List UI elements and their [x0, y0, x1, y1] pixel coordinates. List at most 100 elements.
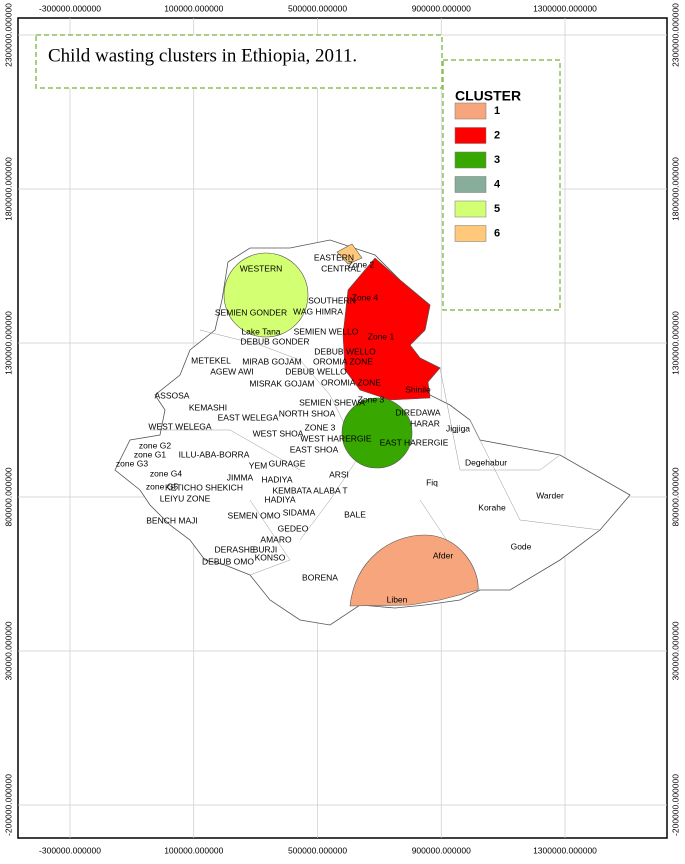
region-label: BENCH MAJI [146, 515, 197, 525]
y-tick-label: 300000.000000 [3, 621, 13, 680]
legend-label: 1 [494, 105, 500, 117]
region-label: zone G2 [139, 440, 171, 450]
y-tick-label: 2300000.000000 [670, 3, 680, 67]
cluster-area [336, 243, 363, 265]
y-tick-label: 1300000.000000 [670, 311, 680, 375]
legend-swatch [454, 127, 487, 144]
region-label: zone G3 [116, 458, 148, 468]
y-tick-label: 800000.000000 [670, 467, 680, 526]
region-label: BURJI [253, 544, 278, 554]
region-label: MISRAK GOJAM [249, 378, 314, 388]
legend-label: 3 [494, 154, 500, 166]
y-tick-label: 2300000.000000 [3, 3, 13, 67]
region-label: HARAR [410, 418, 440, 428]
region-label: BORENA [302, 572, 338, 582]
region-label: KONSO [255, 552, 286, 562]
region-label: METEKEL [191, 355, 231, 365]
region-label: SIDAMA [283, 507, 316, 517]
x-tick-label: 1300000.000000 [533, 845, 597, 855]
region-label: EASTERN [314, 252, 354, 262]
region-label: YEM [249, 460, 267, 470]
region-label: MIRAB GOJAM [242, 356, 302, 366]
x-tick-label: 1300000.000000 [533, 3, 597, 13]
legend-label: 4 [494, 178, 501, 190]
region-label: OROMIA ZONE [321, 377, 381, 387]
x-tick-label: -300000.000000 [39, 845, 101, 855]
region-label: DEBUB OMO [202, 556, 254, 566]
cluster-area [223, 252, 309, 338]
region-label: DEBUB GONDER [241, 336, 310, 346]
cluster-area [341, 397, 413, 469]
x-tick-label: 900000.000000 [412, 3, 471, 13]
region-label: LEIYU ZONE [160, 493, 211, 503]
cluster-area [349, 534, 479, 607]
cluster-area [342, 257, 441, 401]
region-label: ZONE 3 [305, 422, 336, 432]
y-tick-label: -200000.000000 [3, 774, 13, 836]
y-tick-label: 1800000.000000 [670, 157, 680, 221]
legend-label: 6 [494, 227, 500, 239]
region-label: SEMEN OMO [228, 510, 281, 520]
frame [17, 17, 668, 839]
y-tick-label: 1800000.000000 [3, 157, 13, 221]
x-tick-label: 100000.000000 [164, 3, 223, 13]
region-label: ASSOSA [155, 390, 190, 400]
region-label: AGEW AWI [210, 366, 254, 376]
region-label: Zone 3 [358, 394, 385, 404]
region-label: EAST WELEGA [218, 412, 279, 422]
legend-label: 2 [494, 129, 500, 141]
region-label: Shinile [405, 384, 431, 394]
zone-borders [150, 329, 601, 591]
region-label: Jigjiga [446, 423, 470, 433]
region-label: zone G1 [134, 449, 166, 459]
legend-swatch [454, 200, 487, 218]
region-label: WEST SHOA [253, 428, 304, 438]
region-label: EAST HARERGIE [380, 437, 449, 447]
region-label: SEMIEN WELLO [294, 326, 359, 336]
x-tick-label: -300000.000000 [39, 3, 101, 13]
region-label: Zone 1 [368, 331, 395, 341]
region-label: NORTH SHOA [279, 408, 336, 418]
x-tick-label: 500000.000000 [288, 845, 347, 855]
region-label: ILLU-ABA-BORRA [179, 449, 250, 459]
region-label: JIMMA [227, 472, 254, 482]
region-label: DEBUB WELLO [314, 346, 376, 356]
region-label: Zone 2 [348, 259, 375, 269]
region-label: ARSI [329, 469, 349, 479]
legend-swatch [454, 176, 487, 193]
region-label: AMARO [260, 534, 292, 544]
region-label: SEMIEN SHEWA [299, 397, 365, 407]
y-tick-label: 300000.000000 [670, 621, 680, 680]
region-label: Korahe [478, 502, 506, 512]
region-label: Afder [433, 550, 453, 560]
region-label: HADIYA [261, 474, 292, 484]
region-label: WEST WELEGA [148, 421, 211, 431]
region-label: BALE [344, 509, 366, 519]
region-label: WAG HIMRA [293, 306, 343, 316]
region-label: EAST SHOA [290, 444, 339, 454]
region-label: KETICHO SHEKICH [165, 482, 243, 492]
region-label: Fiq [426, 477, 438, 487]
region-label: HADIYA [264, 494, 295, 504]
title-box [35, 34, 443, 89]
map-title: Child wasting clusters in Ethiopia, 2011… [48, 45, 357, 66]
x-tick-label: 500000.000000 [288, 3, 347, 13]
region-label: Liben [387, 594, 408, 604]
region-label: GURAGE [269, 458, 306, 468]
legend-swatch [454, 151, 487, 169]
region-label: OROMIA ZONE [313, 356, 373, 366]
region-label: GEDEO [278, 523, 309, 533]
region-label: DEBUB WELLO [285, 366, 347, 376]
x-tick-label: 900000.000000 [412, 845, 471, 855]
region-label: SOUTHERN [308, 295, 356, 305]
region-label: Zone 4 [352, 292, 379, 302]
x-tick-label: 100000.000000 [164, 845, 223, 855]
region-label: Lake Tana [241, 326, 280, 336]
region-label: zone G4 [150, 468, 182, 478]
region-label: Gode [511, 541, 532, 551]
region-label: WESTERN [240, 263, 283, 273]
region-label: zone G5 [146, 481, 178, 491]
y-tick-label: 800000.000000 [3, 467, 13, 526]
region-label: SEMIEN GONDER [215, 307, 287, 317]
